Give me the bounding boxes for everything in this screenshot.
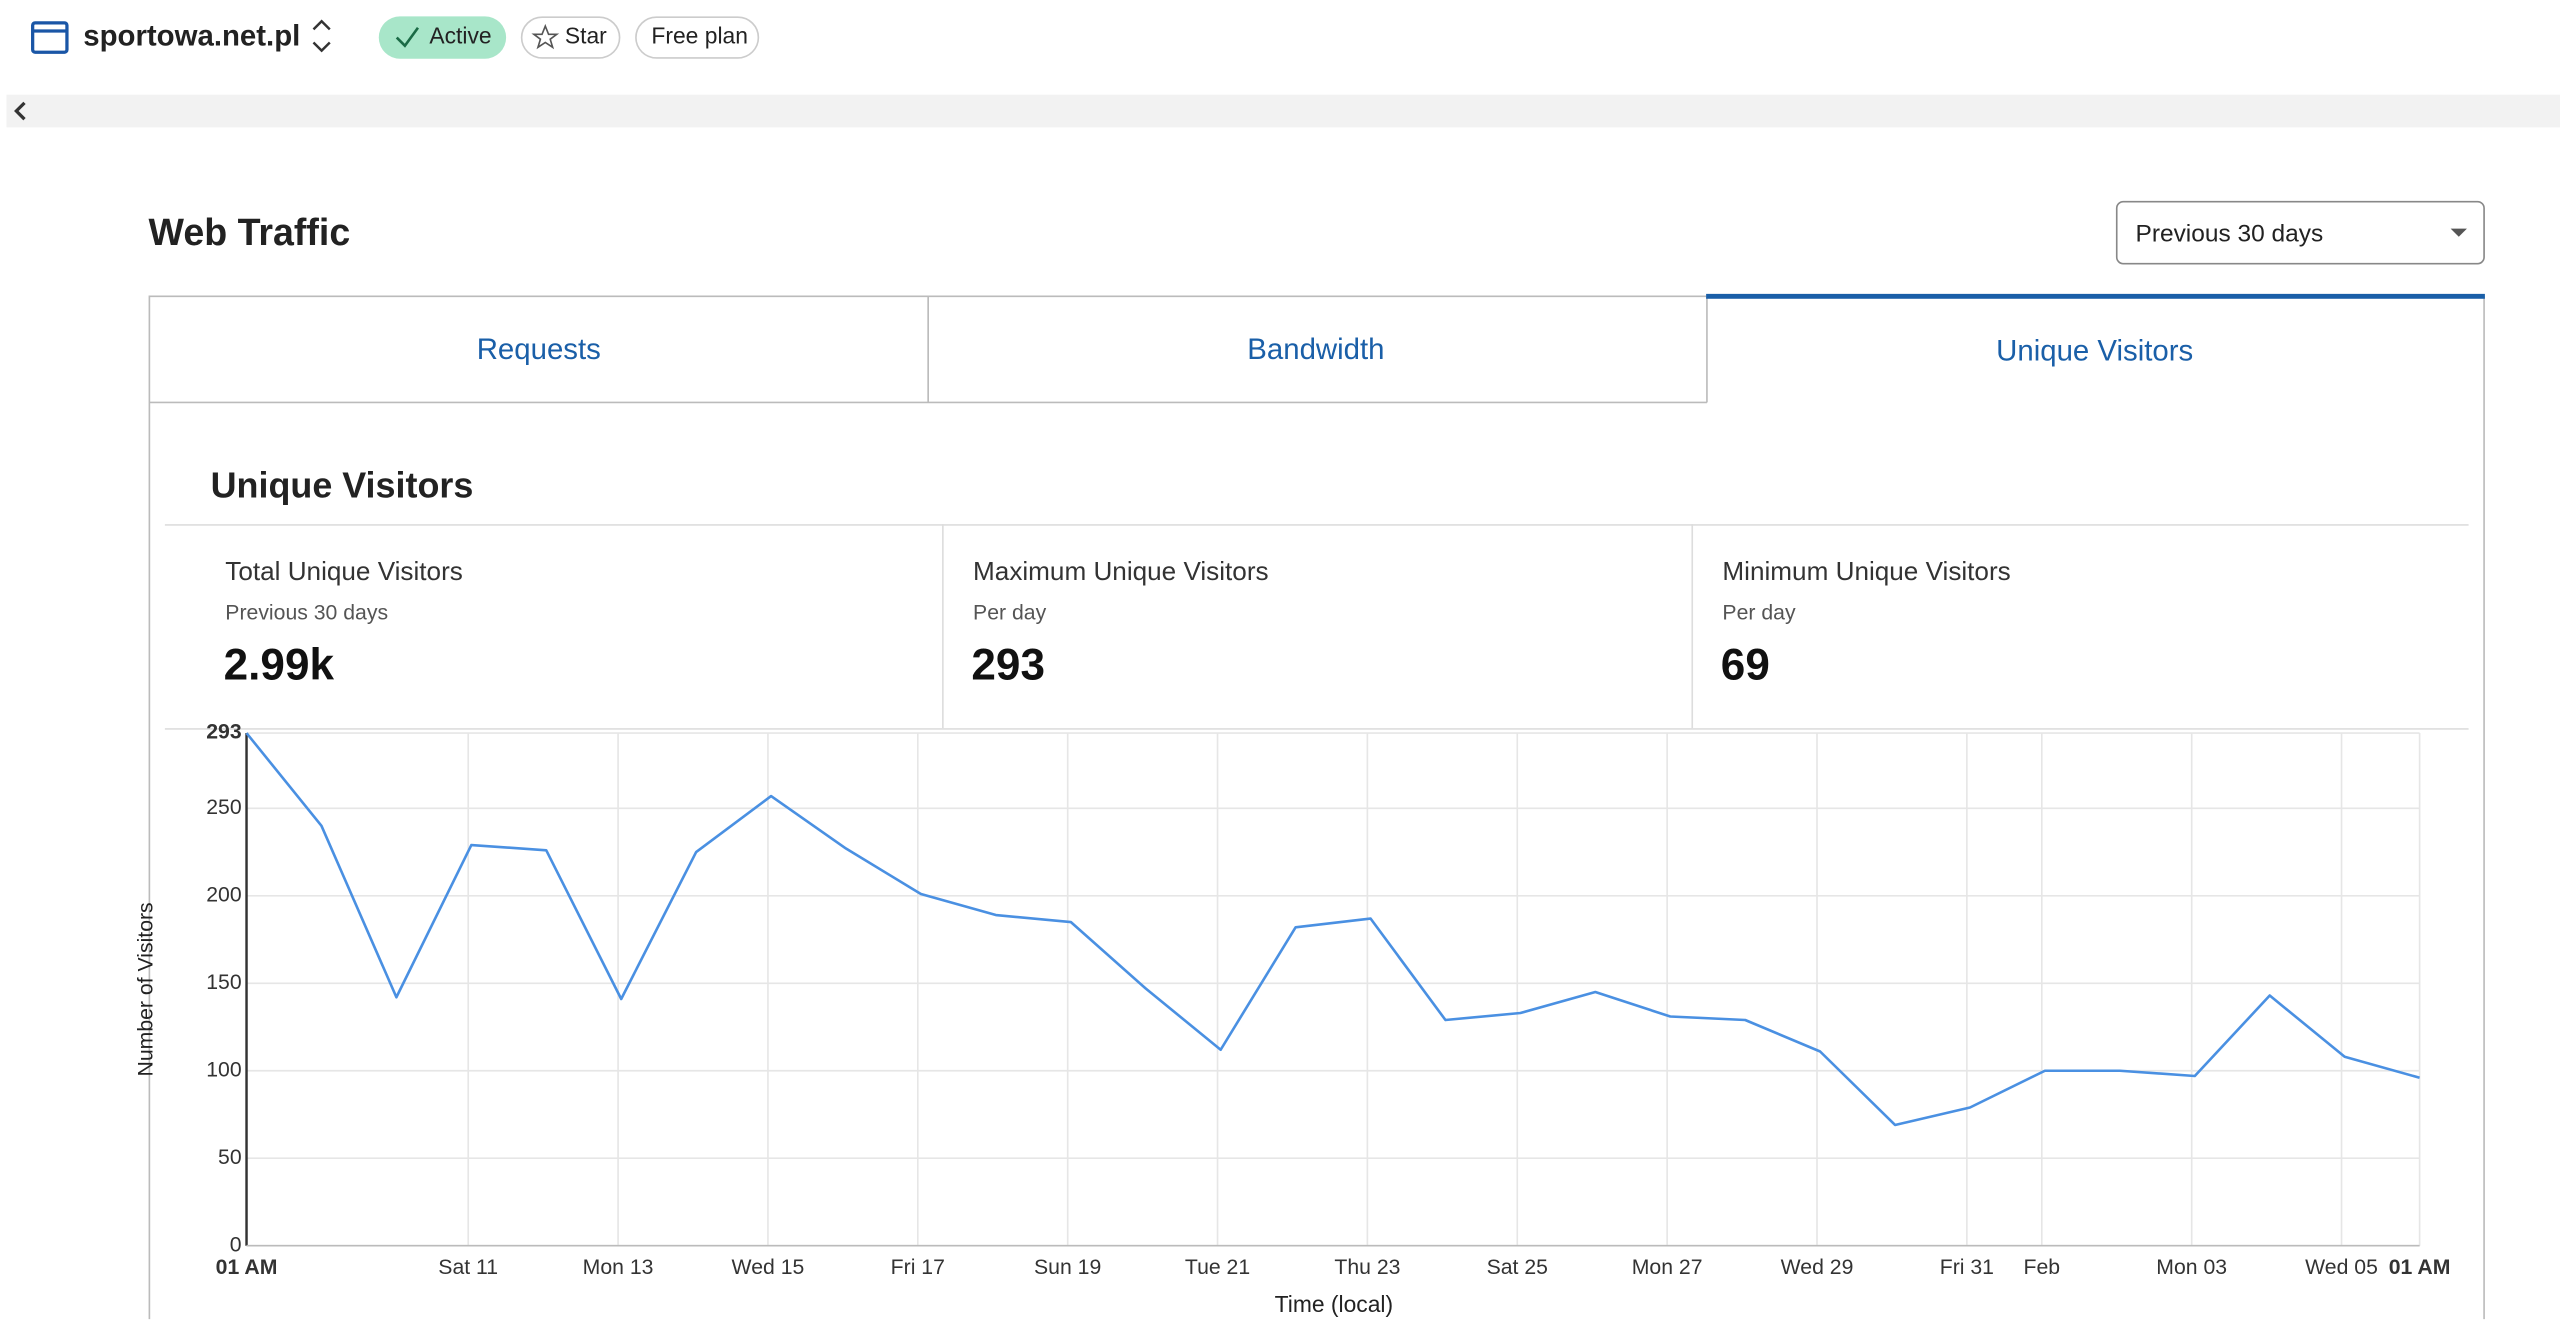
collapse-bar (6, 94, 2560, 128)
tab-borders (148, 295, 2485, 1320)
y-tick-label: 50 (218, 1146, 242, 1169)
tab[interactable]: Requests (477, 333, 601, 366)
x-tick-label: Fri 31 (1940, 1256, 1994, 1279)
range-select[interactable] (2115, 200, 2485, 265)
stat-sub: Previous 30 days (225, 601, 388, 624)
x-tick-label: Wed 15 (732, 1256, 805, 1279)
y-tick-label: 100 (206, 1058, 241, 1081)
x-tick-label: 01 AM (216, 1256, 278, 1279)
x-tick-label: Mon 13 (583, 1256, 654, 1279)
y-tick-label: 250 (206, 796, 241, 819)
x-tick-label: Sat 11 (438, 1256, 498, 1279)
y-tick-label: 200 (206, 883, 241, 906)
data-line (245, 732, 2420, 1127)
site-switcher[interactable] (312, 19, 331, 53)
status-pill (378, 16, 507, 59)
x-tick-label: Sat 25 (1487, 1256, 1548, 1279)
status-text: Active (429, 23, 491, 49)
x-tick-label: Wed 05 (2305, 1256, 2378, 1279)
x-tick-label: Wed 29 (1781, 1256, 1854, 1279)
panel-title: Unique Visitors (211, 465, 474, 506)
section-title: Web Traffic (149, 211, 351, 253)
plan-pill[interactable] (635, 16, 760, 59)
y-tick-label: 293 (206, 721, 242, 744)
collapse-button[interactable] (14, 101, 26, 121)
stat-borders (164, 524, 2469, 730)
x-tick-label: Tue 21 (1185, 1256, 1250, 1279)
range-select-text[interactable]: Previous 30 days (2136, 221, 2324, 248)
stat-label: Maximum Unique Visitors (973, 556, 1269, 586)
stat-label: Total Unique Visitors (225, 556, 463, 586)
select-arrow (2450, 228, 2467, 237)
y-tick-label: 0 (230, 1233, 242, 1256)
x-axis-label: Time (local) (1275, 1291, 1393, 1317)
y-axis-label: Number of Visitors (135, 902, 158, 1076)
x-tick-label: Mon 03 (2156, 1256, 2227, 1279)
plan-text[interactable]: Free plan (651, 23, 748, 49)
stat-value: 2.99k (224, 640, 335, 689)
active-tab-indicator (1706, 293, 2485, 299)
stat-label: Minimum Unique Visitors (1722, 556, 2010, 586)
x-tick-label: 01 AM (2389, 1256, 2451, 1279)
tab-active[interactable]: Unique Visitors (1996, 334, 2193, 367)
y-tick-label: 150 (206, 971, 241, 994)
x-tick-label: Thu 23 (1334, 1256, 1400, 1279)
site-name[interactable]: sportowa.net.pl (83, 19, 300, 52)
stat-value: 293 (971, 640, 1045, 689)
x-tick-label: Mon 27 (1632, 1256, 1703, 1279)
check-icon (395, 26, 420, 48)
stat-sub: Per day (1722, 601, 1796, 624)
stat-sub: Per day (973, 601, 1047, 624)
x-tick-label: Feb (2024, 1256, 2061, 1279)
star-text[interactable]: Star (565, 23, 607, 49)
site-icon (31, 21, 69, 54)
star-icon (531, 23, 560, 50)
tab[interactable]: Bandwidth (1247, 333, 1384, 366)
stat-value: 69 (1721, 640, 1770, 689)
x-tick-label: Sun 19 (1034, 1256, 1101, 1279)
x-tick-label: Fri 17 (891, 1256, 945, 1279)
